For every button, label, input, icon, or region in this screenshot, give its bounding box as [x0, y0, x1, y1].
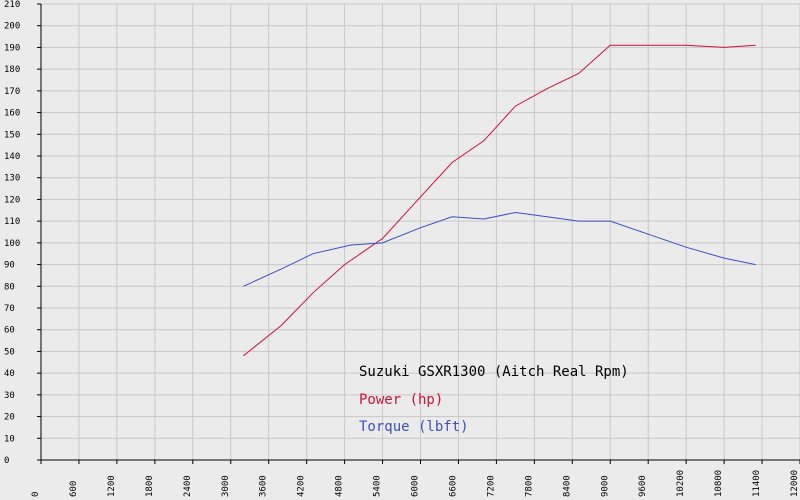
y-tick-label: 70 [4, 304, 15, 314]
y-tick-label: 130 [4, 174, 20, 184]
y-tick-label: 90 [4, 261, 15, 271]
y-tick-label: 140 [4, 152, 20, 162]
x-tick-label: 2400 [183, 475, 193, 497]
legend-entry-torque: Torque (lbft) [359, 419, 469, 435]
x-tick-label: 5400 [373, 475, 383, 497]
y-tick-label: 30 [4, 391, 15, 401]
y-tick-label: 50 [4, 347, 15, 357]
x-tick-label: 6600 [448, 475, 458, 497]
x-tick-label: 600 [69, 481, 79, 497]
x-tick-label: 12000 [790, 470, 800, 497]
y-tick-label: 100 [4, 239, 20, 249]
y-tick-label: 150 [4, 130, 20, 140]
x-tick-label: 8400 [562, 475, 572, 497]
y-tick-label: 180 [4, 65, 20, 75]
y-tick-label: 20 [4, 413, 15, 423]
y-tick-label: 80 [4, 282, 15, 292]
y-tick-label: 190 [4, 43, 20, 53]
y-tick-label: 40 [4, 369, 15, 379]
y-tick-label: 200 [4, 22, 20, 32]
y-tick-label: 110 [4, 217, 20, 227]
legend: Suzuki GSXR1300 (Aitch Real Rpm) Power (… [359, 364, 629, 435]
x-tick-label: 9000 [600, 475, 610, 497]
x-tick-label: 4200 [297, 475, 307, 497]
x-tick-label: 4800 [335, 475, 345, 497]
legend-entry-power: Power (hp) [359, 392, 443, 408]
x-tick-label: 6000 [411, 475, 421, 497]
legend-title: Suzuki GSXR1300 (Aitch Real Rpm) [359, 364, 629, 380]
x-tick-label: 3000 [221, 475, 231, 497]
x-tick-label: 10200 [676, 470, 686, 497]
x-tick-label: 7800 [524, 475, 534, 497]
y-tick-label: 10 [4, 434, 15, 444]
x-tick-label: 1800 [145, 475, 155, 497]
x-tick-label: 3600 [259, 475, 269, 497]
x-tick-label: 9600 [638, 475, 648, 497]
grid [41, 3, 800, 460]
y-tick-label: 60 [4, 326, 15, 336]
y-tick-label: 210 [4, 0, 20, 10]
y-tick-label: 0 [4, 456, 9, 466]
y-axis-ticks: 0 10 20 30 40 50 60 70 80 90 100 110 120 130 140 150 160… [4, 0, 41, 466]
x-tick-label: 0 [31, 492, 41, 497]
x-tick-label: 11400 [752, 470, 762, 497]
series-lines [243, 44, 756, 357]
x-tick-label: 10800 [714, 470, 724, 497]
series-line-0 [243, 44, 756, 357]
y-tick-label: 120 [4, 195, 20, 205]
y-tick-label: 160 [4, 109, 20, 119]
x-axis-ticks: 0 600 1200 1800 2400 3000 3600 4200 4800 5400 6000… [31, 460, 800, 497]
x-tick-label: 7200 [486, 475, 496, 497]
series-line-1 [243, 211, 756, 287]
x-tick-label: 1200 [107, 475, 117, 497]
y-tick-label: 170 [4, 87, 20, 97]
